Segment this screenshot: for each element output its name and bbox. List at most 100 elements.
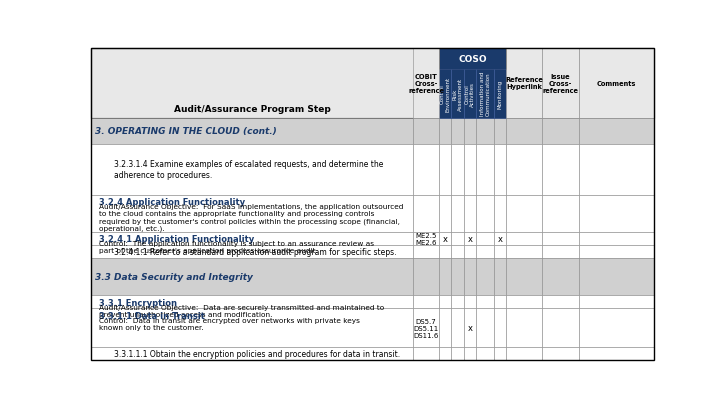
Bar [506,309,542,347]
Bar [494,232,506,245]
Bar [542,245,579,258]
Bar [579,347,654,360]
Bar [464,70,476,118]
Bar [91,296,413,309]
Bar [506,118,542,144]
Bar [542,195,579,232]
Text: 3.3.1.1 Data in Transit: 3.3.1.1 Data in Transit [99,311,204,320]
Bar [542,144,579,195]
Bar [451,296,464,309]
Bar [506,232,542,245]
Bar [476,309,494,347]
Bar [439,70,451,118]
Text: COBIT
Cross-
reference: COBIT Cross- reference [408,73,444,94]
Bar [476,195,494,232]
Bar [91,195,413,232]
Bar [579,118,654,144]
Bar [464,232,476,245]
Text: 3. OPERATING IN THE CLOUD (cont.): 3. OPERATING IN THE CLOUD (cont.) [95,127,276,136]
Text: Comments: Comments [597,81,636,86]
Text: COSO: COSO [458,55,487,64]
Bar [506,195,542,232]
Bar [476,296,494,309]
Bar [506,258,542,296]
Bar [476,144,494,195]
Bar [413,144,439,195]
Bar [439,195,451,232]
Bar [91,347,413,360]
Bar [451,347,464,360]
Text: x: x [497,234,502,243]
Bar [476,258,494,296]
Bar [579,195,654,232]
Bar [451,70,464,118]
Bar [476,70,494,118]
Bar [542,309,579,347]
Bar [476,245,494,258]
Bar [494,118,506,144]
Text: 3.2.3.1.4 Examine examples of escalated requests, and determine the
adherence to: 3.2.3.1.4 Examine examples of escalated … [114,160,384,179]
Bar [506,144,542,195]
Bar [506,49,542,118]
Bar [464,245,476,258]
Bar [464,347,476,360]
Bar [91,49,654,118]
Bar [439,232,451,245]
Bar [494,144,506,195]
Bar [476,118,494,144]
Text: Audit/Assurance Objective:  For SaaS implementations, the application outsourced: Audit/Assurance Objective: For SaaS impl… [99,204,403,232]
Bar [494,195,506,232]
Bar [451,258,464,296]
Bar [413,347,439,360]
Bar [579,144,654,195]
Text: x: x [467,324,473,333]
Bar [506,347,542,360]
Bar [579,245,654,258]
Bar [413,258,439,296]
Bar [464,296,476,309]
Bar [413,195,439,232]
Bar [494,258,506,296]
Bar [91,144,413,195]
Bar [494,347,506,360]
Text: 3.3.1 Encryption: 3.3.1 Encryption [99,298,177,307]
Bar [451,309,464,347]
Bar [451,118,464,144]
Bar [542,232,579,245]
Bar [439,49,506,70]
Text: Reference
Hyperlink: Reference Hyperlink [505,77,543,90]
Text: Issue
Cross-
reference: Issue Cross- reference [542,73,579,94]
Bar [579,232,654,245]
Bar [542,49,579,118]
Bar [579,258,654,296]
Text: 3.2.4 Application Functionality: 3.2.4 Application Functionality [99,198,245,207]
Bar [439,258,451,296]
Bar [542,118,579,144]
Text: Control
Activities: Control Activities [465,81,475,106]
Bar [91,232,413,245]
Text: Audit/Assurance Objective:  Data are securely transmitted and maintained to
prev: Audit/Assurance Objective: Data are secu… [99,304,384,317]
Bar [506,245,542,258]
Bar [506,296,542,309]
Bar [542,296,579,309]
Bar [439,144,451,195]
Bar [464,118,476,144]
Bar [542,258,579,296]
Bar [413,49,439,118]
Bar [494,70,506,118]
Bar [464,195,476,232]
Text: Monitoring: Monitoring [497,79,502,109]
Bar [91,309,413,347]
Bar [413,309,439,347]
Bar [464,309,476,347]
Text: Audit/Assurance Program Step: Audit/Assurance Program Step [174,104,331,113]
Bar [579,296,654,309]
Bar [413,245,439,258]
Bar [439,309,451,347]
Text: Information and
Communication: Information and Communication [480,72,491,116]
Bar [413,118,439,144]
Bar [91,245,413,258]
Text: Control:  The application functionality is subject to an assurance review as
par: Control: The application functionality i… [99,241,374,254]
Bar [476,347,494,360]
Text: 3.2.4.1.1 Refer to a standard application audit program for specific steps.: 3.2.4.1.1 Refer to a standard applicatio… [114,247,397,256]
